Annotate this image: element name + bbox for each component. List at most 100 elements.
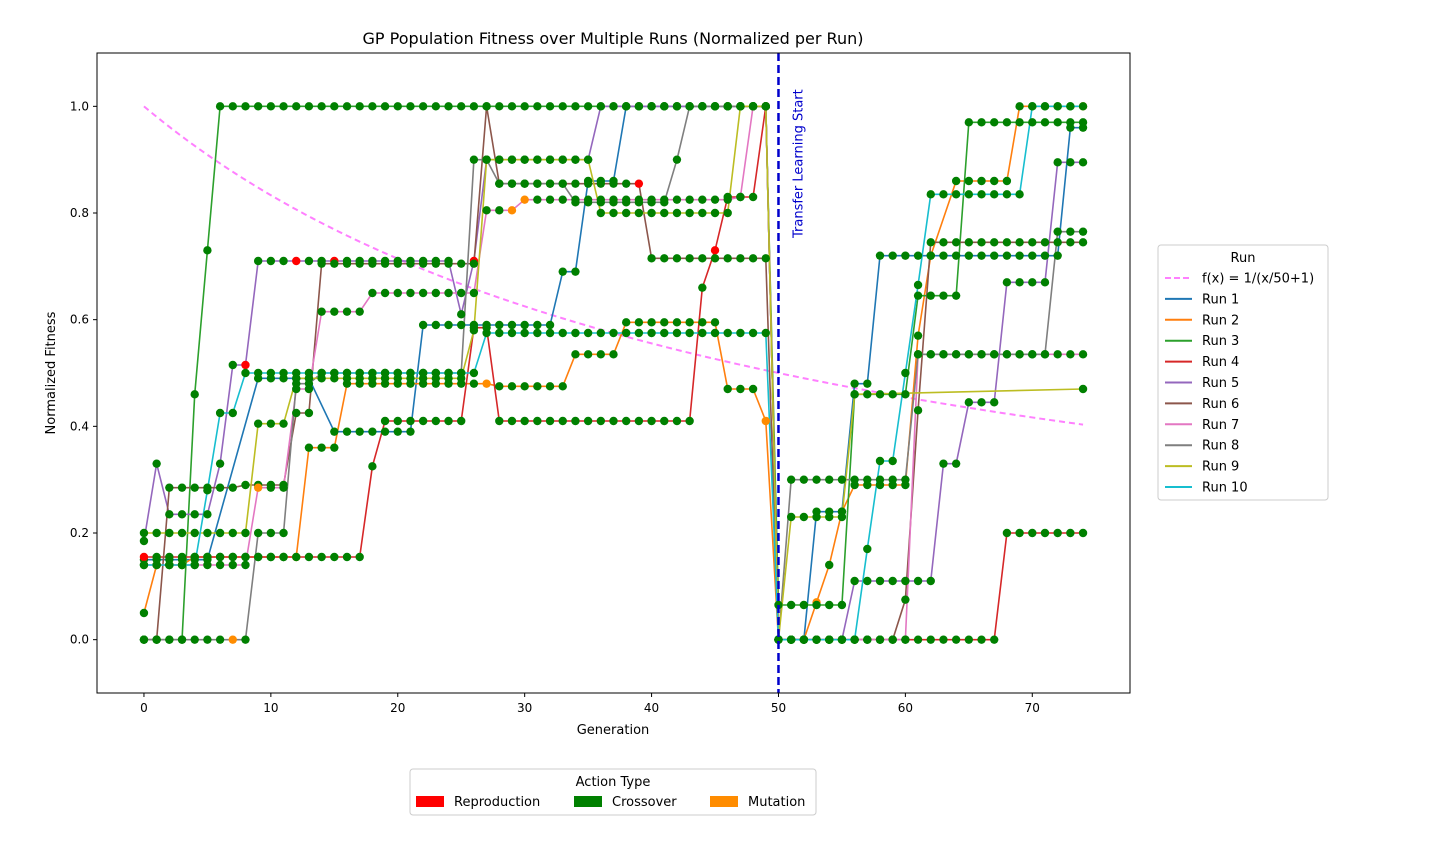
data-point-run-7-gen-6: [215, 560, 225, 570]
data-point-run-5-gen-3: [177, 510, 187, 519]
data-point-run-3-gen-14: [317, 102, 326, 111]
data-point-run-4-gen-69: [1015, 528, 1024, 538]
data-point-run-3-gen-64: [951, 291, 961, 300]
data-point-run-10-gen-6: [215, 408, 225, 418]
data-point-run-1-gen-65: [964, 251, 974, 260]
data-point-run-9-gen-33: [558, 155, 567, 164]
data-point-run-6-gen-34: [571, 179, 580, 188]
run-legend-frame: [1157, 244, 1329, 501]
data-point-run-4-gen-67: [990, 635, 999, 644]
data-point-run-10-gen-30: [520, 328, 529, 338]
data-point-run-9-gen-7: [228, 528, 237, 538]
data-point-run-1-gen-24: [444, 320, 453, 330]
data-point-run-9-gen-56: [850, 390, 859, 399]
data-point-run-10-gen-68: [1002, 190, 1012, 199]
data-point-run-10-gen-42: [672, 328, 682, 338]
data-point-run-7-gen-16: [342, 307, 352, 316]
plot-frame: [96, 52, 1131, 694]
data-point-run-2-gen-68: [1002, 176, 1012, 186]
data-point-run-2-gen-38: [621, 318, 631, 327]
data-point-run-2-gen-0: [139, 608, 149, 618]
run-legend-title: Run: [1231, 251, 1256, 266]
y-axis-label: Normalized Fitness: [44, 311, 59, 434]
data-point-run-1-gen-25: [457, 320, 466, 330]
data-point-run-10-gen-53: [812, 635, 821, 644]
data-point-run-9-gen-55: [837, 512, 847, 522]
data-point-run-2-gen-40: [647, 318, 656, 327]
data-point-run-2-gen-61: [913, 331, 923, 340]
data-point-run-4-gen-33: [558, 416, 567, 426]
data-point-run-10-gen-35: [583, 328, 593, 338]
data-point-run-2-gen-44: [698, 318, 707, 327]
data-point-run-3-gen-61: [913, 291, 923, 300]
data-point-run-3-gen-54: [825, 600, 834, 610]
data-point-run-6-gen-21: [406, 259, 415, 268]
data-point-run-10-gen-73: [1066, 102, 1075, 111]
data-point-run-6-gen-68: [1002, 238, 1012, 247]
data-point-run-2-gen-27: [482, 379, 491, 388]
data-point-run-7-gen-45: [710, 195, 720, 204]
data-point-run-6-gen-72: [1053, 238, 1062, 247]
data-point-run-10-gen-0: [139, 560, 149, 570]
data-point-run-2-gen-46: [723, 384, 732, 394]
data-point-run-4-gen-19: [380, 416, 390, 426]
data-point-run-1-gen-63: [939, 251, 948, 260]
data-point-run-1-gen-71: [1040, 251, 1050, 260]
data-point-run-8-gen-32: [545, 179, 555, 188]
data-point-run-8-gen-37: [609, 198, 618, 207]
data-point-run-10-gen-66: [977, 190, 986, 199]
data-point-run-1-gen-61: [913, 251, 923, 260]
run-legend-label-0: f(x) = 1/(x/50+1): [1202, 272, 1314, 287]
data-point-run-8-gen-73: [1066, 227, 1075, 236]
data-point-run-5-gen-71: [1040, 278, 1050, 287]
data-point-run-4-gen-4: [190, 552, 199, 562]
data-point-run-2-gen-67: [990, 176, 999, 186]
data-point-run-6-gen-4: [190, 483, 199, 492]
data-point-run-3-gen-9: [253, 102, 263, 111]
data-point-run-9-gen-6: [215, 528, 225, 538]
data-point-run-6-gen-62: [926, 238, 935, 247]
data-point-run-10-gen-27: [482, 328, 491, 338]
data-point-run-9-gen-49: [761, 102, 770, 111]
action-legend: Action Type Reproduction Crossover Mutatio…: [409, 768, 817, 816]
data-point-run-2-gen-26: [469, 379, 479, 388]
data-point-run-10-gen-16: [342, 368, 352, 378]
data-point-run-1-gen-15: [330, 427, 339, 436]
data-point-run-8-gen-29: [507, 179, 517, 188]
data-point-run-5-gen-57: [863, 576, 872, 586]
x-tick-label-30: 30: [517, 701, 532, 715]
data-point-run-10-gen-33: [558, 328, 567, 338]
data-point-run-10-gen-13: [304, 368, 314, 378]
data-point-run-6-gen-27: [482, 102, 491, 111]
data-point-run-8-gen-10: [266, 528, 276, 538]
data-point-run-9-gen-8: [241, 528, 250, 538]
data-point-run-10-gen-20: [393, 368, 402, 378]
data-point-run-3-gen-55: [837, 600, 847, 610]
data-point-run-4-gen-22: [418, 416, 428, 426]
data-point-run-6-gen-12: [292, 408, 301, 418]
data-point-run-8-gen-31: [533, 179, 542, 188]
run-legend-label-8: Run 8: [1202, 439, 1239, 454]
data-point-run-3-gen-30: [520, 102, 529, 111]
data-point-run-10-gen-36: [596, 328, 606, 338]
data-point-run-9-gen-42: [672, 208, 682, 218]
data-point-run-10-gen-15: [330, 368, 339, 378]
data-point-run-8-gen-26: [469, 155, 479, 164]
data-point-run-7-gen-15: [330, 307, 339, 316]
data-point-run-3-gen-21: [406, 102, 415, 111]
data-point-run-6-gen-16: [342, 259, 352, 268]
data-point-run-2-gen-45: [710, 318, 720, 327]
data-point-run-10-gen-50: [774, 635, 783, 644]
data-point-run-4-gen-6: [215, 552, 225, 562]
data-point-run-7-gen-10: [266, 483, 276, 492]
data-point-run-8-gen-46: [723, 102, 732, 111]
data-point-run-6-gen-23: [431, 259, 441, 268]
data-point-run-4-gen-10: [266, 552, 276, 562]
data-point-run-3-gen-6: [215, 102, 225, 111]
data-point-run-3-gen-73: [1066, 118, 1075, 127]
data-point-run-7-gen-14: [317, 307, 326, 316]
data-point-run-1-gen-60: [901, 251, 910, 260]
data-point-run-4-gen-11: [279, 552, 288, 562]
data-point-run-1-gen-33: [558, 267, 567, 276]
data-point-run-9-gen-54: [825, 512, 834, 522]
